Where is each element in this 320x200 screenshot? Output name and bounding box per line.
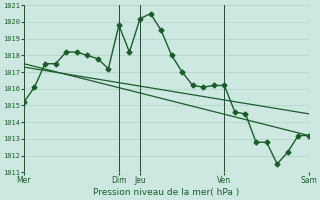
X-axis label: Pression niveau de la mer( hPa ): Pression niveau de la mer( hPa )	[93, 188, 239, 197]
